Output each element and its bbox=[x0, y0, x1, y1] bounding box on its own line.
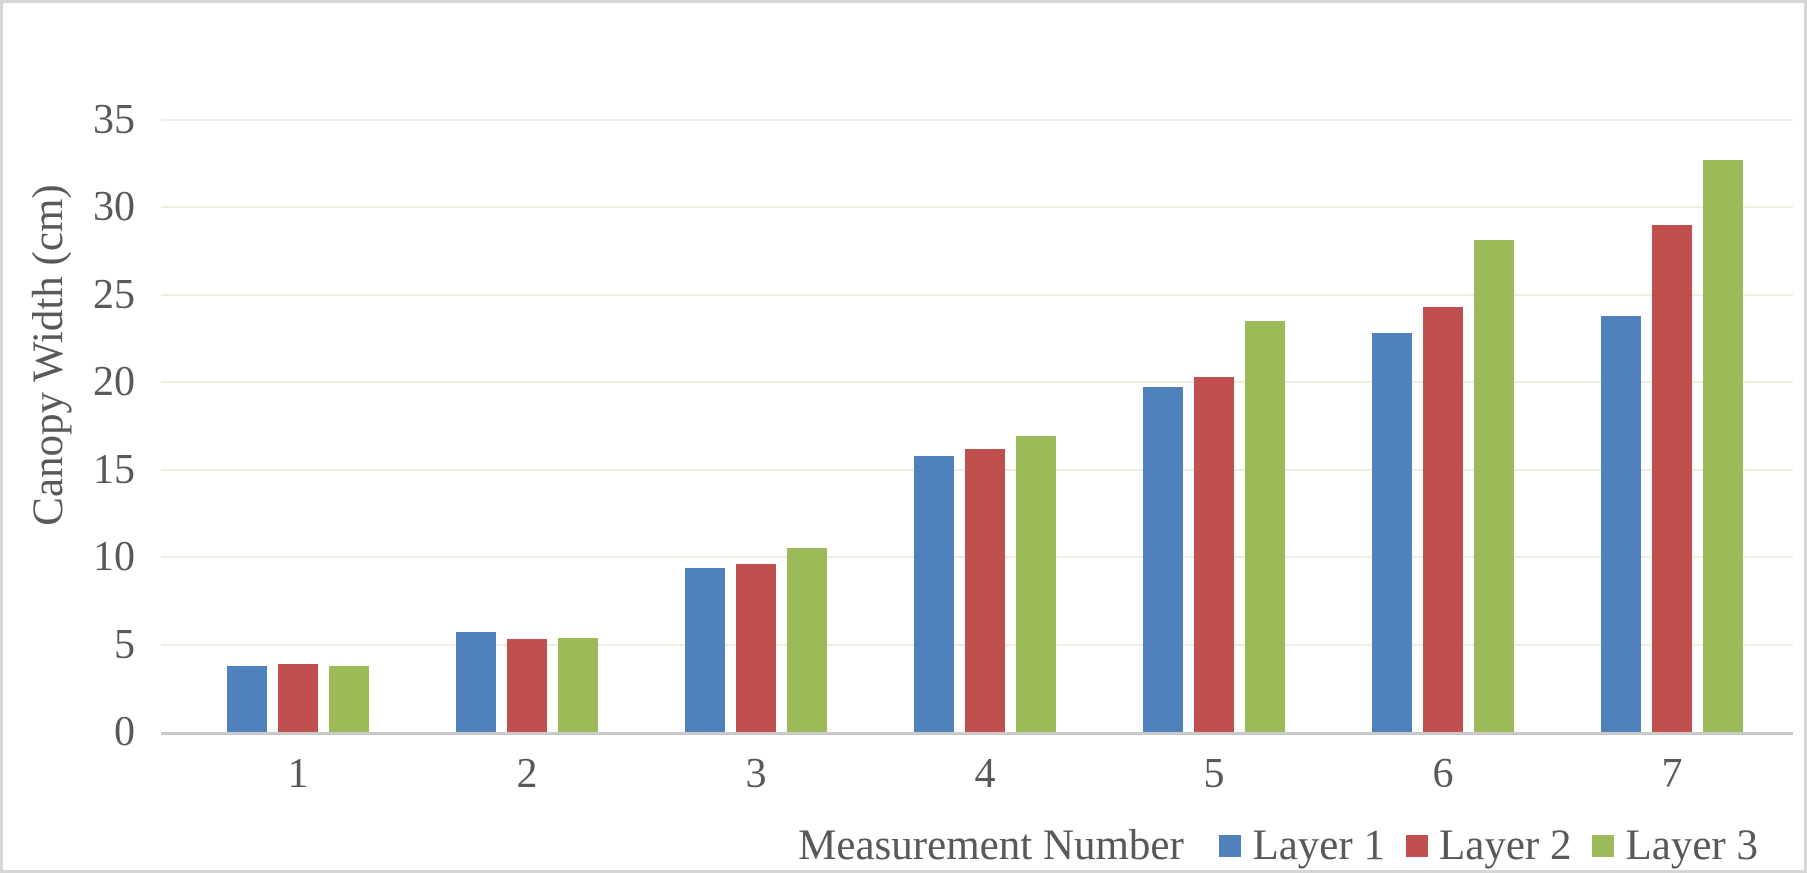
bar-layer-3-m4 bbox=[1016, 436, 1056, 732]
gridline-y30 bbox=[161, 206, 1793, 208]
legend-marker-icon bbox=[1219, 835, 1242, 857]
y-tick-label-0: 0 bbox=[114, 709, 135, 755]
y-tick-label-30: 30 bbox=[93, 184, 135, 230]
bar-layer-3-m3 bbox=[787, 548, 827, 732]
y-tick-label-35: 35 bbox=[93, 96, 135, 143]
bar-layer-2-m6 bbox=[1423, 306, 1463, 732]
bar-layer-1-m4 bbox=[914, 455, 954, 732]
bar-layer-3-m1 bbox=[329, 665, 369, 732]
x-tick-label-7: 7 bbox=[1661, 751, 1683, 797]
gridline-y25 bbox=[161, 293, 1793, 296]
x-axis-line bbox=[161, 732, 1793, 735]
bar-layer-3-m6 bbox=[1474, 240, 1514, 732]
bar-layer-2-m2 bbox=[507, 639, 547, 732]
bar-layer-3-m7 bbox=[1703, 159, 1743, 732]
bar-layer-2-m7 bbox=[1652, 224, 1692, 732]
x-tick-label-6: 6 bbox=[1432, 751, 1454, 797]
bar-layer-2-m3 bbox=[736, 564, 776, 732]
bar-layer-2-m1 bbox=[278, 663, 318, 732]
legend-item-layer-2: Layer 2 bbox=[1405, 822, 1572, 869]
bar-layer-3-m2 bbox=[558, 637, 598, 732]
bar-layer-2-m5 bbox=[1194, 376, 1234, 732]
y-tick-label-5: 5 bbox=[114, 621, 135, 668]
bar-layer-1-m5 bbox=[1143, 387, 1183, 732]
bar-layer-1-m7 bbox=[1601, 315, 1641, 732]
x-axis-title: Measurement Number bbox=[798, 822, 1184, 869]
x-tick-label-1: 1 bbox=[287, 751, 309, 797]
bar-layer-1-m1 bbox=[227, 665, 267, 732]
bar-layer-1-m3 bbox=[685, 567, 725, 732]
legend: Layer 1 Layer 2 Layer 3 bbox=[1219, 824, 1758, 868]
x-tick-label-4: 4 bbox=[974, 751, 996, 797]
y-tick-label-10: 10 bbox=[93, 534, 135, 580]
bar-layer-2-m4 bbox=[965, 448, 1005, 732]
y-tick-label-15: 15 bbox=[93, 446, 135, 493]
y-tick-label-25: 25 bbox=[93, 271, 135, 318]
bar-layer-3-m5 bbox=[1245, 320, 1285, 732]
bar-layer-1-m6 bbox=[1372, 333, 1412, 732]
y-tick-label-20: 20 bbox=[93, 359, 135, 405]
bar-layer-1-m2 bbox=[456, 632, 496, 732]
legend-label: Layer 3 bbox=[1625, 822, 1758, 869]
legend-label: Layer 2 bbox=[1438, 822, 1572, 869]
legend-marker-icon bbox=[1592, 835, 1615, 857]
x-tick-label-2: 2 bbox=[516, 751, 538, 797]
x-tick-label-5: 5 bbox=[1203, 751, 1225, 797]
legend-label: Layer 1 bbox=[1252, 822, 1385, 869]
legend-item-layer-3: Layer 3 bbox=[1592, 824, 1758, 868]
x-tick-label-3: 3 bbox=[745, 751, 767, 797]
legend-marker-icon bbox=[1405, 835, 1428, 857]
gridline-y20 bbox=[161, 381, 1793, 383]
gridline-y35 bbox=[161, 118, 1793, 121]
legend-item-layer-1: Layer 1 bbox=[1219, 824, 1385, 868]
